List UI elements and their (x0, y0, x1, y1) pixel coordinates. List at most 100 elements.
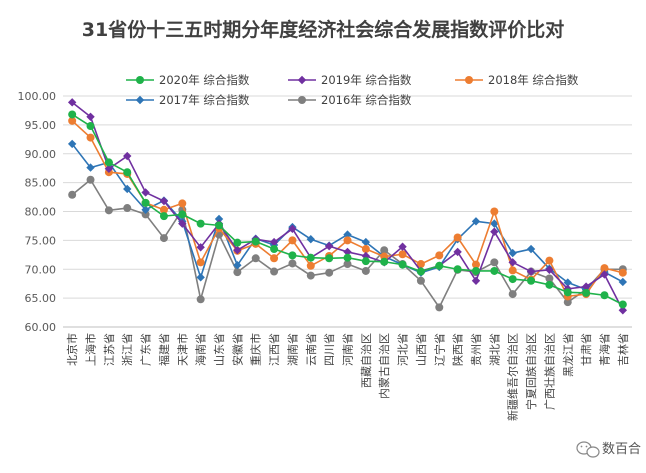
data-point (361, 257, 370, 266)
data-point (343, 230, 352, 239)
data-point (196, 295, 205, 304)
x-tick-label: 黑龙江省 (562, 333, 575, 377)
x-tick-label: 福建省 (157, 333, 171, 366)
data-point (288, 251, 297, 260)
data-point (453, 247, 462, 257)
x-tick-label: 宁夏回族自治区 (524, 333, 538, 410)
legend-item-3: 2017年 综合指数 (126, 93, 250, 107)
data-point (361, 266, 370, 275)
data-point (508, 266, 517, 275)
legend-item-2: 2018年 综合指数 (455, 73, 579, 87)
data-point (343, 253, 352, 262)
data-point (178, 219, 187, 228)
data-point (215, 221, 224, 230)
data-point (86, 175, 95, 184)
data-point (508, 248, 517, 258)
x-tick-label: 广东省 (140, 333, 153, 366)
data-point (269, 237, 279, 247)
x-tick-label: 天津市 (175, 333, 189, 366)
data-point (471, 217, 481, 226)
series-2 (68, 116, 627, 301)
data-point (343, 247, 352, 257)
data-point (490, 219, 499, 228)
wechat-icon (576, 441, 600, 458)
data-point (545, 280, 554, 289)
data-point (618, 300, 627, 309)
series-lines (67, 98, 628, 315)
x-axis-ticks: 北京市 上海市 江苏省 浙江省 广东省 福建省 天津市 海南省 山东省 安徽省 重庆市 江西省 湖南省云… (65, 333, 630, 421)
data-point (68, 116, 77, 125)
data-point (416, 260, 425, 269)
data-point (214, 214, 224, 224)
data-point (67, 139, 77, 149)
x-tick-label: 辽宁省 (432, 333, 446, 366)
legend: 2020年 综合指数 2019年 综合指数 2018年 综合指数 2017年 综合指数… (126, 73, 579, 107)
data-point (141, 205, 150, 214)
x-tick-label: 江西省 (268, 333, 281, 366)
data-point (67, 98, 77, 107)
x-tick-label: 青海省 (597, 333, 611, 366)
data-point (471, 266, 480, 275)
legend-item-4: 2016年 综合指数 (288, 93, 412, 107)
data-point (306, 235, 315, 244)
y-tick-label: 80.00 (25, 206, 57, 219)
data-point (526, 267, 536, 276)
data-point (141, 210, 150, 219)
x-tick-label: 西藏自治区 (359, 333, 373, 388)
data-point (233, 261, 242, 270)
data-point (306, 261, 315, 270)
data-point (398, 260, 407, 269)
x-tick-label: 山东省 (213, 333, 226, 366)
data-point (563, 288, 572, 297)
data-point (86, 163, 95, 172)
data-point (490, 258, 499, 267)
x-tick-label: 北京市 (65, 333, 79, 366)
data-point (545, 274, 554, 283)
data-point (618, 306, 628, 315)
legend-item-1: 2019年 综合指数 (288, 73, 412, 87)
data-point (453, 265, 462, 274)
legend-label: 2019年 综合指数 (321, 73, 412, 87)
data-point (233, 245, 242, 255)
x-tick-label: 湖南省 (286, 333, 299, 366)
x-tick-label: 江苏省 (103, 333, 116, 366)
data-point (123, 168, 132, 177)
data-point (68, 190, 77, 199)
data-point (600, 291, 609, 300)
data-point (618, 277, 628, 287)
data-point (361, 245, 370, 254)
x-tick-label: 新疆维吾尔自治区 (506, 333, 520, 421)
y-tick-label: 75.00 (25, 234, 57, 247)
data-point (196, 219, 205, 228)
x-tick-label: 安徽省 (230, 333, 244, 366)
y-tick-label: 95.00 (25, 119, 57, 132)
series-0 (68, 110, 627, 309)
data-point (398, 242, 407, 251)
data-point (490, 207, 499, 216)
data-point (416, 276, 425, 285)
legend-marker (465, 76, 473, 84)
data-point (178, 210, 187, 219)
data-point (600, 264, 609, 273)
x-tick-label: 河南省 (342, 333, 355, 366)
data-point (526, 244, 536, 254)
data-point (159, 196, 169, 206)
data-point (123, 204, 132, 213)
data-point (306, 253, 315, 262)
data-point (582, 288, 591, 297)
data-point (508, 275, 517, 284)
y-tick-label: 85.00 (25, 177, 57, 190)
x-tick-label: 云南省 (305, 333, 318, 366)
y-tick-label: 90.00 (25, 148, 57, 161)
x-tick-label: 内蒙古自治区 (377, 333, 391, 399)
watermark-text: 数百合 (602, 442, 641, 457)
data-point (233, 268, 242, 277)
x-tick-label: 甘肃省 (580, 333, 593, 366)
data-point (581, 282, 591, 291)
legend-label: 2016年 综合指数 (321, 93, 412, 107)
data-point (600, 270, 609, 279)
x-tick-label: 湖北省 (488, 333, 501, 366)
data-point (123, 151, 132, 161)
data-point (288, 236, 297, 245)
data-point (398, 250, 407, 259)
